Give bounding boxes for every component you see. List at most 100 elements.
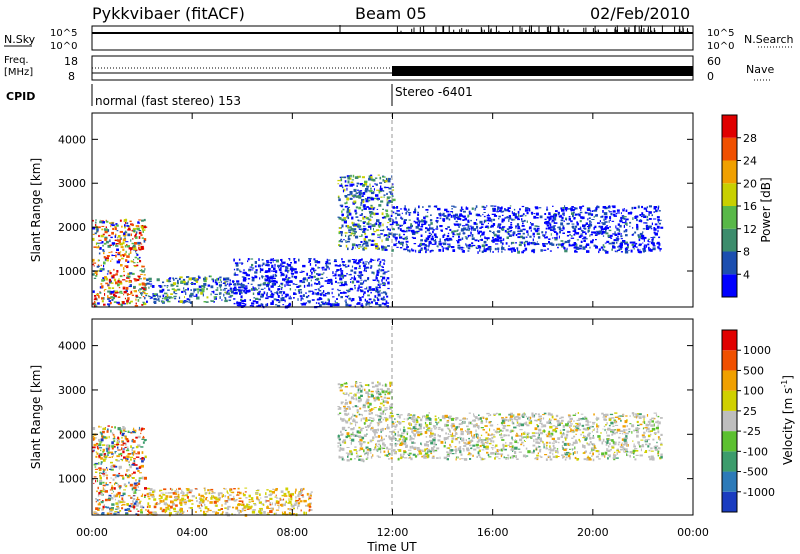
power-cell — [396, 246, 399, 248]
power-cell — [382, 272, 386, 275]
velocity-cell — [103, 488, 106, 492]
velocity-region — [92, 425, 147, 516]
power-cell — [340, 238, 343, 240]
velocity-cell — [350, 385, 354, 388]
power-cell — [142, 230, 144, 233]
power-cell — [365, 188, 369, 191]
power-cell — [318, 297, 322, 300]
velocity-cell — [269, 502, 271, 505]
velocity-cell — [352, 419, 356, 423]
power-cell — [447, 226, 450, 228]
velocity-cell — [547, 412, 551, 416]
power-cell — [118, 287, 121, 289]
power-cell — [362, 243, 364, 247]
velocity-cell — [99, 441, 103, 443]
power-cell — [326, 282, 330, 284]
velocity-cell — [636, 428, 640, 430]
power-cell — [358, 228, 362, 230]
power-cell — [460, 218, 462, 221]
power-cell — [190, 283, 194, 285]
power-cell — [179, 276, 183, 279]
power-cell — [575, 225, 578, 228]
power-cell — [132, 238, 134, 240]
velocity-cell — [408, 454, 411, 456]
power-cell — [138, 278, 142, 280]
power-cell — [617, 232, 621, 236]
velocity-cell — [95, 499, 97, 501]
velocity-cell — [384, 413, 386, 416]
velocity-cell — [112, 464, 116, 466]
velocity-cell — [100, 438, 104, 442]
power-cell — [360, 304, 364, 308]
velocity-cell — [377, 415, 381, 418]
power-cell — [442, 247, 445, 249]
power-cell — [114, 295, 117, 298]
power-cell — [176, 285, 179, 287]
velocity-cell — [373, 397, 376, 400]
power-cell — [385, 300, 388, 303]
power-cell — [124, 231, 128, 234]
power-cell — [294, 289, 297, 291]
power-cell — [519, 208, 521, 211]
power-cell — [265, 297, 269, 300]
velocity-cell — [392, 435, 395, 438]
velocity-cell — [269, 510, 273, 513]
power-cell — [357, 287, 359, 291]
power-cell — [403, 222, 405, 225]
velocity-cell — [94, 466, 97, 468]
velocity-cell — [125, 449, 130, 452]
velocity-cell — [128, 474, 131, 476]
power-cell — [618, 245, 620, 247]
velocity-cell — [158, 502, 161, 505]
power-cell — [214, 281, 218, 284]
power-cell — [406, 237, 408, 240]
velocity-cell — [283, 511, 286, 514]
velocity-cell — [139, 500, 142, 502]
velocity-cell — [345, 413, 348, 416]
velocity-cell — [117, 436, 119, 439]
velocity-cell — [105, 484, 109, 486]
power-cell — [184, 301, 187, 303]
power-cell — [347, 176, 350, 180]
velocity-cell — [341, 427, 345, 431]
power-cell — [608, 242, 612, 245]
power-cell — [418, 228, 421, 231]
power-cell — [379, 182, 383, 184]
velocity-cell — [503, 434, 506, 437]
velocity-cell — [159, 489, 163, 492]
power-cell — [372, 279, 376, 281]
power-cell — [585, 232, 587, 235]
power-cell — [348, 232, 352, 233]
velocity-cell — [187, 510, 188, 512]
power-cell — [428, 232, 431, 234]
power-cell — [166, 279, 169, 282]
power-cell — [480, 215, 482, 217]
power-cell — [370, 178, 374, 180]
velocity-cell — [366, 398, 370, 401]
power-cell — [349, 278, 352, 280]
power-cell — [287, 277, 291, 279]
velocity-cell — [582, 417, 586, 420]
power-cell — [373, 298, 375, 300]
power-cell — [113, 268, 115, 271]
power-cell — [497, 225, 499, 228]
velocity-cell — [116, 506, 119, 508]
power-cell — [107, 298, 110, 300]
power-cell — [408, 227, 412, 229]
power-cell — [497, 207, 500, 210]
power-cell — [286, 278, 290, 282]
power-cell — [363, 216, 366, 218]
power-cell — [140, 245, 144, 248]
power-cell — [108, 287, 111, 290]
power-cell — [555, 243, 558, 246]
power-cell — [519, 235, 524, 239]
power-cell — [351, 243, 356, 247]
power-cell — [421, 248, 423, 251]
power-cell — [627, 246, 629, 248]
velocity-cell — [213, 500, 217, 504]
power-cell — [604, 249, 607, 252]
power-cell — [285, 294, 289, 296]
power-cell — [458, 225, 460, 228]
velocity-cell — [381, 398, 384, 400]
power-cell — [361, 176, 365, 179]
